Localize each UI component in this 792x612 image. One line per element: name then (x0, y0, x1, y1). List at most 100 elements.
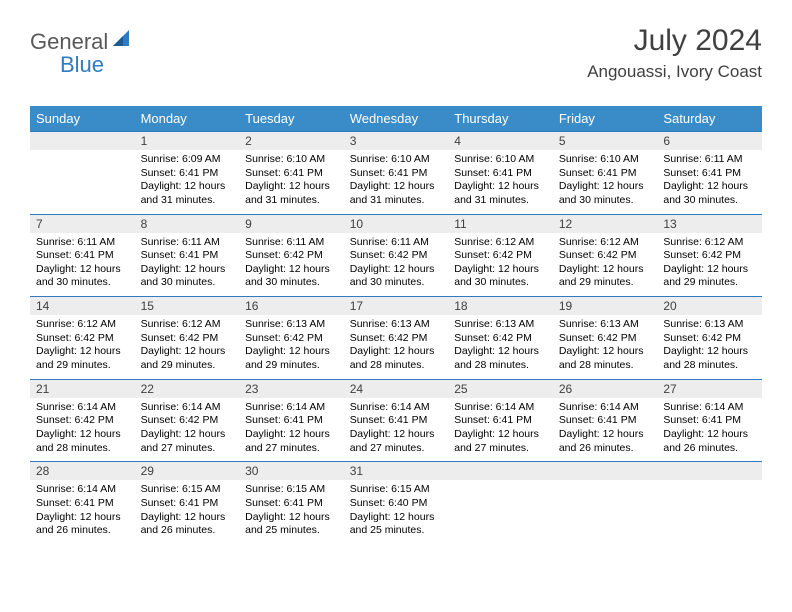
day-number-cell: 28 (30, 462, 135, 481)
daylight-text: Daylight: 12 hours and 30 minutes. (141, 263, 234, 290)
day-detail-cell: Sunrise: 6:12 AMSunset: 6:42 PMDaylight:… (30, 315, 135, 379)
day-number-cell: 7 (30, 214, 135, 233)
sunset-text: Sunset: 6:42 PM (350, 332, 443, 346)
sunrise-text: Sunrise: 6:14 AM (350, 401, 443, 415)
weekday-header: Monday (135, 106, 240, 132)
day-number-cell: 17 (344, 297, 449, 316)
day-detail-cell: Sunrise: 6:15 AMSunset: 6:41 PMDaylight:… (135, 480, 240, 544)
daylight-text: Daylight: 12 hours and 28 minutes. (663, 345, 756, 372)
daylight-text: Daylight: 12 hours and 31 minutes. (141, 180, 234, 207)
day-number-row: 14151617181920 (30, 297, 762, 316)
day-detail-cell: Sunrise: 6:11 AMSunset: 6:42 PMDaylight:… (344, 233, 449, 297)
day-number-cell: 21 (30, 379, 135, 398)
day-detail-row: Sunrise: 6:11 AMSunset: 6:41 PMDaylight:… (30, 233, 762, 297)
sunrise-text: Sunrise: 6:13 AM (663, 318, 756, 332)
day-detail-cell (657, 480, 762, 544)
day-detail-cell: Sunrise: 6:09 AMSunset: 6:41 PMDaylight:… (135, 150, 240, 214)
daylight-text: Daylight: 12 hours and 30 minutes. (245, 263, 338, 290)
daylight-text: Daylight: 12 hours and 27 minutes. (245, 428, 338, 455)
day-number-cell: 29 (135, 462, 240, 481)
sunrise-text: Sunrise: 6:12 AM (141, 318, 234, 332)
daylight-text: Daylight: 12 hours and 31 minutes. (454, 180, 547, 207)
daylight-text: Daylight: 12 hours and 31 minutes. (245, 180, 338, 207)
sunset-text: Sunset: 6:42 PM (36, 332, 129, 346)
day-detail-row: Sunrise: 6:12 AMSunset: 6:42 PMDaylight:… (30, 315, 762, 379)
sunrise-text: Sunrise: 6:09 AM (141, 153, 234, 167)
sunset-text: Sunset: 6:42 PM (141, 414, 234, 428)
logo: General Blue (30, 28, 133, 55)
day-number-cell: 5 (553, 132, 658, 151)
day-detail-cell: Sunrise: 6:13 AMSunset: 6:42 PMDaylight:… (344, 315, 449, 379)
sunset-text: Sunset: 6:42 PM (36, 414, 129, 428)
day-number-cell: 13 (657, 214, 762, 233)
day-detail-row: Sunrise: 6:14 AMSunset: 6:41 PMDaylight:… (30, 480, 762, 544)
sunrise-text: Sunrise: 6:14 AM (663, 401, 756, 415)
day-detail-cell: Sunrise: 6:12 AMSunset: 6:42 PMDaylight:… (657, 233, 762, 297)
sunset-text: Sunset: 6:42 PM (141, 332, 234, 346)
day-detail-cell (553, 480, 658, 544)
day-number-cell (448, 462, 553, 481)
day-detail-cell: Sunrise: 6:13 AMSunset: 6:42 PMDaylight:… (448, 315, 553, 379)
day-number-cell: 11 (448, 214, 553, 233)
sunrise-text: Sunrise: 6:13 AM (454, 318, 547, 332)
sunrise-text: Sunrise: 6:14 AM (454, 401, 547, 415)
day-number-cell: 31 (344, 462, 449, 481)
day-detail-cell: Sunrise: 6:13 AMSunset: 6:42 PMDaylight:… (553, 315, 658, 379)
sunrise-text: Sunrise: 6:14 AM (36, 483, 129, 497)
day-detail-cell: Sunrise: 6:14 AMSunset: 6:41 PMDaylight:… (30, 480, 135, 544)
daylight-text: Daylight: 12 hours and 27 minutes. (141, 428, 234, 455)
daylight-text: Daylight: 12 hours and 29 minutes. (36, 345, 129, 372)
sunset-text: Sunset: 6:41 PM (245, 167, 338, 181)
sunset-text: Sunset: 6:41 PM (559, 414, 652, 428)
day-number-cell (553, 462, 658, 481)
day-number-cell: 6 (657, 132, 762, 151)
sunset-text: Sunset: 6:41 PM (559, 167, 652, 181)
sunrise-text: Sunrise: 6:11 AM (36, 236, 129, 250)
sunrise-text: Sunrise: 6:12 AM (36, 318, 129, 332)
sunset-text: Sunset: 6:41 PM (454, 167, 547, 181)
daylight-text: Daylight: 12 hours and 28 minutes. (559, 345, 652, 372)
sunrise-text: Sunrise: 6:15 AM (350, 483, 443, 497)
sunrise-text: Sunrise: 6:12 AM (663, 236, 756, 250)
day-number-cell: 8 (135, 214, 240, 233)
sunrise-text: Sunrise: 6:10 AM (245, 153, 338, 167)
day-number-cell: 30 (239, 462, 344, 481)
sunset-text: Sunset: 6:42 PM (559, 249, 652, 263)
sunset-text: Sunset: 6:41 PM (350, 414, 443, 428)
daylight-text: Daylight: 12 hours and 30 minutes. (454, 263, 547, 290)
day-number-cell (30, 132, 135, 151)
day-detail-cell: Sunrise: 6:10 AMSunset: 6:41 PMDaylight:… (344, 150, 449, 214)
day-detail-cell: Sunrise: 6:15 AMSunset: 6:41 PMDaylight:… (239, 480, 344, 544)
sunset-text: Sunset: 6:41 PM (36, 497, 129, 511)
sunrise-text: Sunrise: 6:12 AM (559, 236, 652, 250)
sunset-text: Sunset: 6:42 PM (454, 249, 547, 263)
day-number-cell: 23 (239, 379, 344, 398)
day-detail-cell: Sunrise: 6:14 AMSunset: 6:41 PMDaylight:… (553, 398, 658, 462)
day-detail-cell: Sunrise: 6:12 AMSunset: 6:42 PMDaylight:… (448, 233, 553, 297)
sunrise-text: Sunrise: 6:15 AM (141, 483, 234, 497)
sunset-text: Sunset: 6:42 PM (245, 249, 338, 263)
weekday-header-row: Sunday Monday Tuesday Wednesday Thursday… (30, 106, 762, 132)
day-detail-cell (448, 480, 553, 544)
day-detail-cell (30, 150, 135, 214)
day-number-cell: 12 (553, 214, 658, 233)
daylight-text: Daylight: 12 hours and 30 minutes. (350, 263, 443, 290)
day-detail-cell: Sunrise: 6:13 AMSunset: 6:42 PMDaylight:… (239, 315, 344, 379)
sunrise-text: Sunrise: 6:10 AM (454, 153, 547, 167)
sunrise-text: Sunrise: 6:13 AM (245, 318, 338, 332)
weekday-header: Friday (553, 106, 658, 132)
day-detail-cell: Sunrise: 6:14 AMSunset: 6:41 PMDaylight:… (448, 398, 553, 462)
sunrise-text: Sunrise: 6:10 AM (559, 153, 652, 167)
logo-text-general: General (30, 29, 108, 55)
day-detail-cell: Sunrise: 6:14 AMSunset: 6:41 PMDaylight:… (657, 398, 762, 462)
daylight-text: Daylight: 12 hours and 30 minutes. (36, 263, 129, 290)
day-number-cell: 14 (30, 297, 135, 316)
sunset-text: Sunset: 6:42 PM (663, 332, 756, 346)
sunrise-text: Sunrise: 6:11 AM (350, 236, 443, 250)
daylight-text: Daylight: 12 hours and 30 minutes. (559, 180, 652, 207)
day-number-row: 78910111213 (30, 214, 762, 233)
day-number-cell: 10 (344, 214, 449, 233)
day-detail-cell: Sunrise: 6:10 AMSunset: 6:41 PMDaylight:… (448, 150, 553, 214)
daylight-text: Daylight: 12 hours and 29 minutes. (663, 263, 756, 290)
day-number-cell: 18 (448, 297, 553, 316)
